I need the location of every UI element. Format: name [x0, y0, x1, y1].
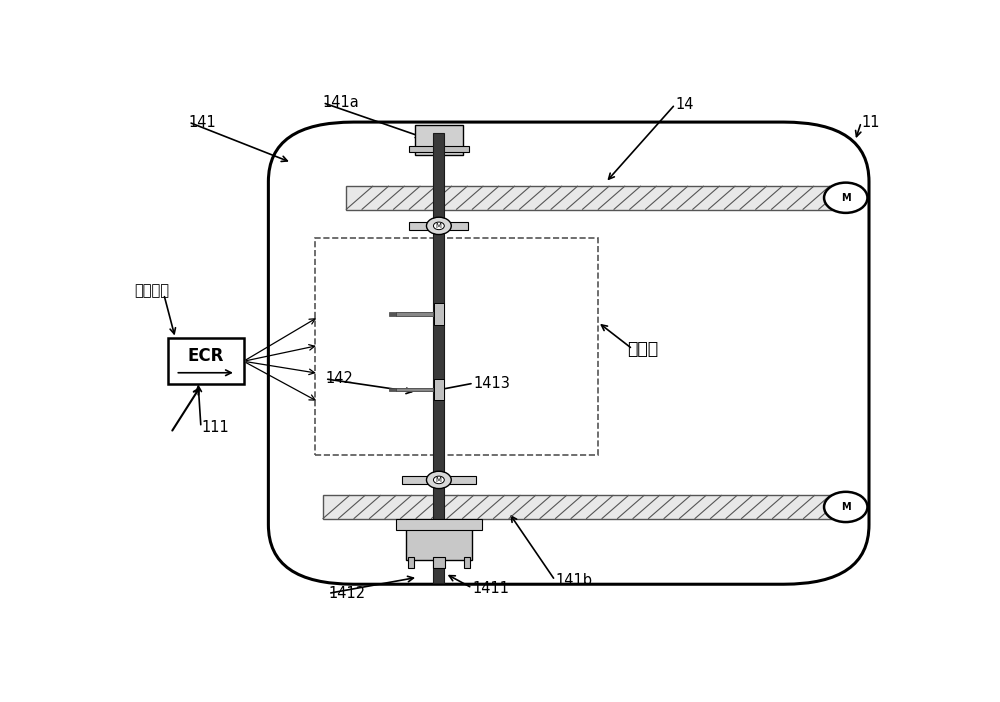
Bar [433, 133, 444, 583]
Text: 1412: 1412 [328, 586, 365, 601]
Bar [406, 523, 472, 560]
Bar [323, 495, 834, 519]
Bar [434, 379, 444, 400]
Text: 14: 14 [675, 97, 694, 112]
Bar [434, 303, 444, 325]
Text: M: M [436, 477, 442, 483]
Bar [315, 238, 598, 454]
Bar [433, 557, 445, 568]
Text: M: M [841, 193, 851, 203]
Bar [396, 388, 433, 391]
Bar [402, 475, 476, 484]
Text: 11: 11 [861, 114, 880, 130]
Text: 1413: 1413 [474, 376, 511, 390]
Text: M: M [841, 502, 851, 512]
Bar [388, 312, 396, 316]
Bar [388, 388, 396, 391]
Text: 待测装置: 待测装置 [134, 283, 169, 298]
Bar [409, 147, 469, 152]
Circle shape [433, 476, 444, 484]
FancyBboxPatch shape [268, 122, 869, 584]
Bar [409, 222, 468, 230]
Circle shape [824, 183, 867, 213]
Text: M: M [436, 223, 442, 229]
Text: 141a: 141a [323, 95, 359, 110]
Bar [396, 519, 482, 529]
Text: 141: 141 [189, 114, 216, 130]
Bar [396, 312, 433, 316]
Circle shape [824, 492, 867, 522]
Text: 141b: 141b [555, 573, 592, 588]
Text: 羽流区: 羽流区 [627, 340, 658, 358]
Circle shape [433, 222, 444, 230]
Text: 111: 111 [201, 420, 229, 435]
Bar [464, 557, 470, 568]
Bar [346, 186, 834, 210]
Bar [408, 557, 414, 568]
Text: 142: 142 [325, 371, 353, 386]
Text: 1411: 1411 [472, 581, 509, 595]
Bar [168, 338, 244, 384]
Circle shape [426, 217, 451, 234]
Bar [415, 125, 463, 154]
Circle shape [426, 471, 451, 489]
Text: ECR: ECR [187, 347, 224, 365]
